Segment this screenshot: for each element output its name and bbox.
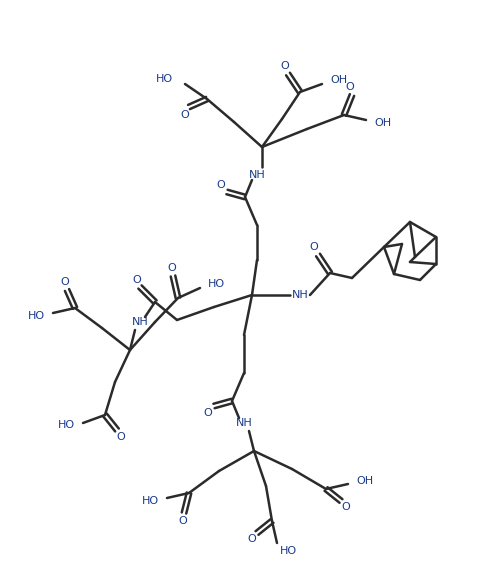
Text: O: O (281, 61, 289, 71)
Text: OH: OH (374, 118, 391, 128)
Text: HO: HO (58, 420, 75, 430)
Text: NH: NH (132, 317, 148, 327)
Text: O: O (342, 502, 350, 512)
Text: NH: NH (249, 170, 265, 180)
Text: HO: HO (280, 546, 297, 556)
Text: O: O (132, 275, 142, 285)
Text: O: O (180, 110, 190, 120)
Text: HO: HO (156, 74, 173, 84)
Text: O: O (117, 432, 125, 442)
Text: OH: OH (330, 75, 347, 85)
Text: HO: HO (142, 496, 159, 506)
Text: OH: OH (356, 476, 373, 486)
Text: O: O (60, 277, 70, 287)
Text: O: O (179, 516, 187, 526)
Text: O: O (216, 180, 226, 190)
Text: O: O (310, 242, 318, 252)
Text: O: O (168, 263, 176, 273)
Text: HO: HO (208, 279, 225, 289)
Text: O: O (346, 82, 354, 92)
Text: NH: NH (292, 290, 308, 300)
Text: NH: NH (236, 418, 252, 428)
Text: O: O (248, 534, 256, 544)
Text: HO: HO (28, 311, 45, 321)
Text: O: O (204, 408, 212, 418)
